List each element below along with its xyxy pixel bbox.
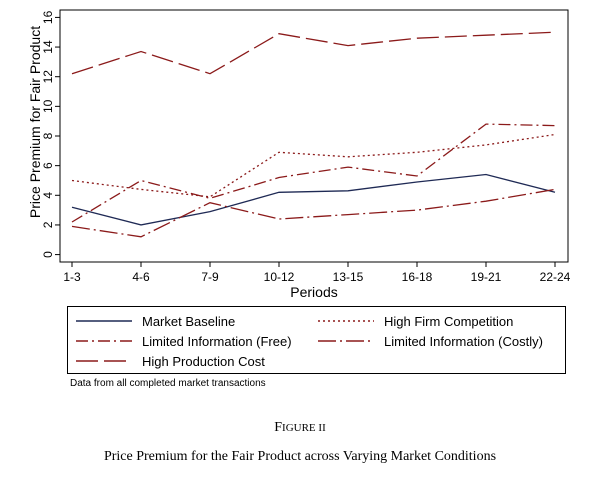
series-line xyxy=(71,188,556,238)
legend-swatch xyxy=(76,320,132,322)
legend-swatch xyxy=(76,360,132,362)
y-tick-label: 6 xyxy=(41,162,55,169)
series-line xyxy=(71,173,556,226)
legend-label: Market Baseline xyxy=(142,313,236,329)
chart-legend: Market Baseline High Firm Competition Li… xyxy=(67,306,566,374)
y-tick-label: 0 xyxy=(41,251,55,258)
figure-label-rest: IGURE II xyxy=(282,422,326,434)
figure-label-initial: F xyxy=(274,420,283,435)
y-tick-label: 4 xyxy=(41,192,55,199)
x-tick-label: 22-24 xyxy=(540,270,571,284)
series-line xyxy=(71,133,556,198)
legend-item: Limited Information (Free) xyxy=(76,332,292,350)
y-tick-label: 10 xyxy=(41,99,55,113)
x-tick-label: 7-9 xyxy=(201,270,219,284)
legend-label: Limited Information (Free) xyxy=(142,333,292,349)
chart-axes: 0 2 4 6 8 10 12 14 16 1-3 4-6 7-9 10-12 13-15 16-18 19-… xyxy=(41,9,571,284)
y-tick-label: 12 xyxy=(41,70,55,84)
legend-item: Market Baseline xyxy=(76,312,235,330)
x-tick-label: 19-21 xyxy=(471,270,502,284)
x-tick-label: 1-3 xyxy=(63,270,81,284)
legend-label: High Production Cost xyxy=(142,353,265,369)
legend-item: High Production Cost xyxy=(76,352,265,370)
legend-item: Limited Information (Costly) xyxy=(318,332,543,350)
legend-label: High Firm Competition xyxy=(384,313,514,329)
legend-label: Limited Information (Costly) xyxy=(384,333,543,349)
series-line xyxy=(71,31,556,75)
legend-swatch xyxy=(318,340,374,342)
x-tick-label: 13-15 xyxy=(333,270,364,284)
legend-item: High Firm Competition xyxy=(318,312,513,330)
series-layer xyxy=(71,31,556,238)
y-tick-label: 16 xyxy=(41,10,55,24)
chart-note: Data from all completed market transacti… xyxy=(70,378,266,389)
x-tick-label: 16-18 xyxy=(402,270,433,284)
figure-label: FIGURE II xyxy=(0,420,600,436)
x-axis-label: Periods xyxy=(290,284,337,300)
x-tick-label: 4-6 xyxy=(132,270,150,284)
y-axis-label: Price Premium for Fair Product xyxy=(27,26,43,218)
y-tick-label: 8 xyxy=(41,132,55,139)
legend-swatch xyxy=(76,340,132,342)
line-chart: 0 2 4 6 8 10 12 14 16 1-3 4-6 7-9 10-12 13-15 16-18 19-… xyxy=(27,9,571,300)
x-tick-label: 10-12 xyxy=(264,270,295,284)
series-line xyxy=(71,123,556,223)
figure-caption: Price Premium for the Fair Product acros… xyxy=(103,449,497,464)
legend-swatch xyxy=(318,320,374,322)
y-tick-label: 14 xyxy=(41,40,55,54)
y-tick-label: 2 xyxy=(41,221,55,228)
